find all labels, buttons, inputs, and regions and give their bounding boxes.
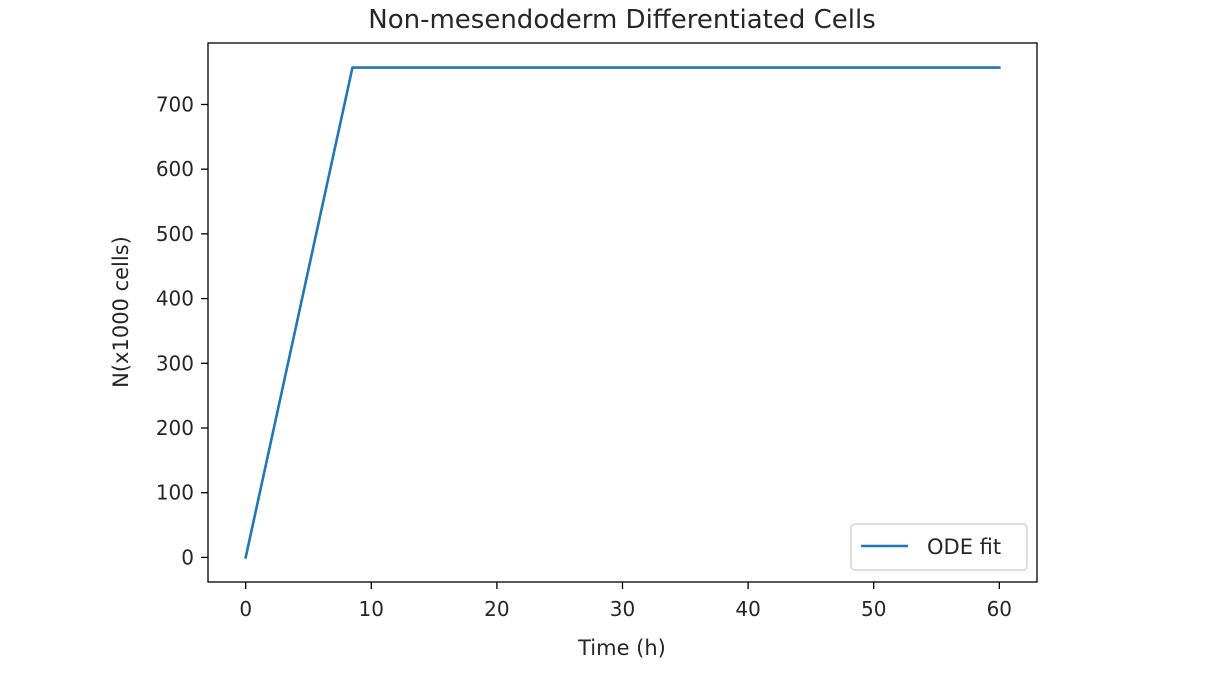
- series-line-ode-fit: [244, 66, 1001, 559]
- y-tick-label: 300: [156, 351, 194, 375]
- legend-label: ODE fit: [927, 535, 1001, 559]
- x-tick-label: 40: [735, 597, 760, 621]
- chart-title: Non-mesendoderm Differentiated Cells: [368, 5, 876, 35]
- y-tick-label: 0: [181, 545, 194, 569]
- x-tick-label: 30: [610, 597, 635, 621]
- x-tick-label: 60: [987, 597, 1012, 621]
- y-tick-label: 200: [156, 416, 194, 440]
- y-tick-label: 500: [156, 222, 194, 246]
- y-axis-label: N(x1000 cells): [109, 236, 133, 388]
- x-axis: 0 10 20 30 40 50 60: [239, 582, 1012, 621]
- x-tick-label: 50: [861, 597, 886, 621]
- series-layer: [244, 66, 1001, 559]
- x-tick-label: 0: [239, 597, 252, 621]
- x-tick-label: 10: [359, 597, 384, 621]
- y-tick-label: 600: [156, 157, 194, 181]
- plot-area-frame: [207, 42, 1038, 583]
- y-tick-label: 100: [156, 481, 194, 505]
- x-axis-label: Time (h): [577, 636, 666, 660]
- legend-box: [850, 523, 1028, 571]
- x-tick-label: 20: [484, 597, 509, 621]
- legend: ODE fit: [850, 523, 1028, 571]
- y-axis: 0 100 200 300 400 500 600 700: [156, 92, 208, 569]
- y-tick-label: 400: [156, 287, 194, 311]
- y-tick-label: 700: [156, 92, 194, 116]
